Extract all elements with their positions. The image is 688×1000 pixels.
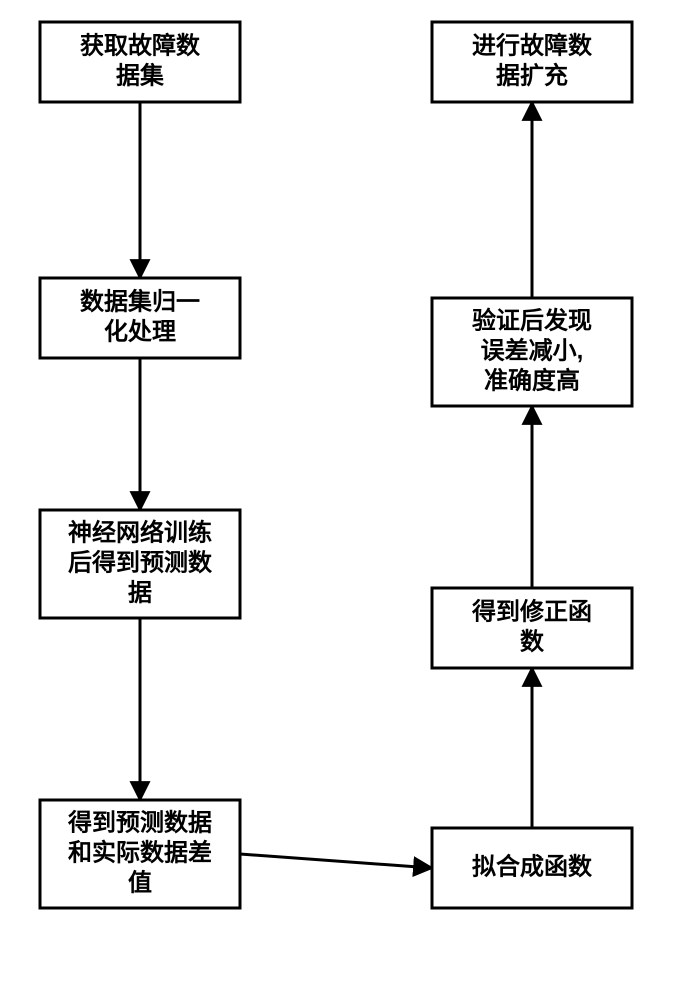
node-text-n8-line0: 进行故障数 <box>472 31 593 59</box>
node-text-n2-line1: 化处理 <box>104 317 176 345</box>
node-text-n7-line2: 准确度高 <box>484 366 580 394</box>
edge-n4-n5 <box>240 854 432 868</box>
node-n3: 神经网络训练后得到预测数据 <box>40 510 240 618</box>
node-text-n8-line1: 据扩充 <box>496 61 568 89</box>
node-n7: 验证后发现误差减小,准确度高 <box>432 298 632 406</box>
node-n1: 获取故障数据集 <box>40 22 240 102</box>
node-text-n6-line0: 得到修正函 <box>471 597 592 625</box>
node-text-n7-line1: 误差减小, <box>481 336 584 364</box>
node-text-n1-line0: 获取故障数 <box>80 31 201 59</box>
node-n4: 得到预测数据和实际数据差值 <box>40 800 240 908</box>
node-text-n3-line1: 后得到预测数 <box>68 548 213 576</box>
node-text-n4-line1: 和实际数据差 <box>68 838 212 866</box>
node-n2: 数据集归一化处理 <box>40 278 240 358</box>
node-text-n7-line0: 验证后发现 <box>472 306 592 334</box>
node-text-n3-line2: 据 <box>128 579 152 606</box>
node-n8: 进行故障数据扩充 <box>432 22 632 102</box>
node-n6: 得到修正函数 <box>432 588 632 668</box>
node-text-n4-line2: 值 <box>128 868 152 896</box>
node-text-n3-line0: 神经网络训练 <box>68 518 212 546</box>
node-text-n4-line0: 得到预测数据 <box>67 808 212 836</box>
node-text-n5-line0: 拟合成函数 <box>472 852 593 880</box>
node-text-n6-line1: 数 <box>520 628 545 655</box>
node-n5: 拟合成函数 <box>432 828 632 908</box>
node-text-n1-line1: 据集 <box>116 61 165 89</box>
node-text-n2-line0: 数据集归一 <box>80 287 200 315</box>
flowchart-canvas: 获取故障数据集数据集归一化处理神经网络训练后得到预测数据得到预测数据和实际数据差… <box>0 0 688 1000</box>
